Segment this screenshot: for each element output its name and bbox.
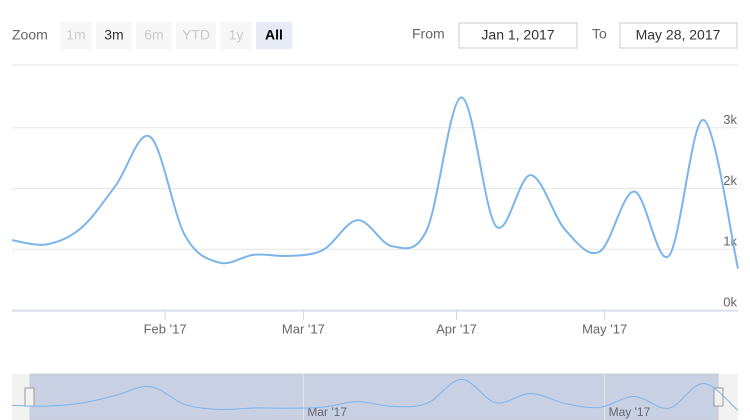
zoom-button-label: 1m [66, 27, 85, 43]
x-tick-label: May '17 [582, 321, 627, 336]
zoom-label: Zoom [12, 27, 48, 43]
x-tick-label: Apr '17 [436, 321, 477, 336]
y-tick-label: 2k [723, 173, 737, 188]
zoom-button [60, 22, 92, 49]
to-value[interactable]: May 28, 2017 [636, 27, 721, 43]
navigator-bg [12, 374, 738, 420]
zoom-button[interactable] [256, 22, 292, 49]
navigator-handle[interactable] [713, 387, 724, 407]
navigator-tick-label: Mar '17 [307, 405, 347, 419]
zoom-button-label[interactable]: All [265, 27, 283, 43]
zoom-button[interactable] [96, 22, 132, 49]
line-series [11, 96, 739, 269]
from-label: From [412, 26, 445, 42]
zoom-button [220, 22, 252, 49]
to-label: To [592, 26, 607, 42]
zoom-button-label: YTD [182, 27, 210, 43]
zoom-button-label[interactable]: 3m [104, 27, 123, 43]
to-input[interactable] [619, 22, 738, 49]
navigator-mask [29, 373, 719, 420]
from-input[interactable] [458, 22, 578, 49]
y-tick-label: 1k [723, 234, 737, 249]
zoom-button [136, 22, 172, 49]
y-tick-label: 3k [723, 112, 737, 127]
zoom-button-label: 1y [229, 27, 244, 43]
y-tick-label: 0k [723, 294, 737, 309]
x-tick-label: Mar '17 [282, 321, 325, 336]
zoom-button [176, 22, 216, 49]
navigator-tick-label: May '17 [609, 405, 651, 419]
x-tick-label: Feb '17 [144, 321, 187, 336]
navigator-handle[interactable] [24, 387, 35, 407]
navigator-series [11, 378, 739, 411]
from-value[interactable]: Jan 1, 2017 [481, 27, 554, 43]
zoom-button-label: 6m [144, 27, 163, 43]
